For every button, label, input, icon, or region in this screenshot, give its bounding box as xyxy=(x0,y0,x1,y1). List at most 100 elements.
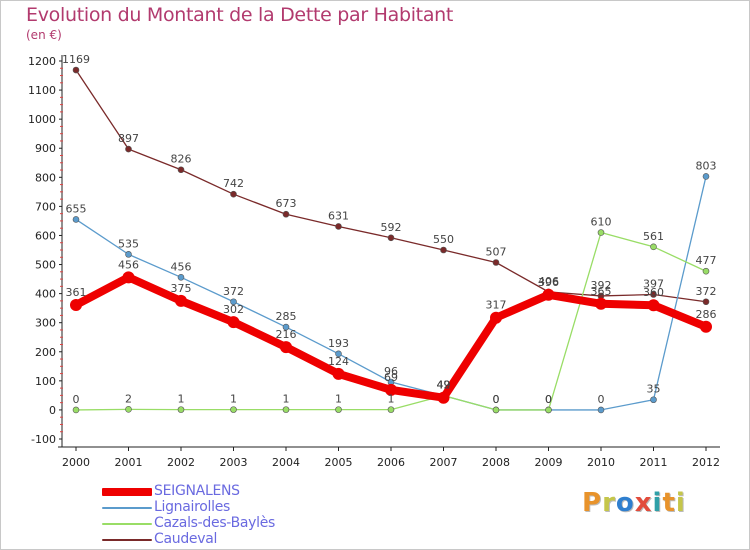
data-label: 392 xyxy=(591,279,612,292)
data-label: 0 xyxy=(493,393,500,406)
series-point xyxy=(230,190,237,198)
legend-swatch xyxy=(102,523,152,525)
data-label: 742 xyxy=(223,177,244,190)
data-label: 124 xyxy=(328,355,349,368)
chart-series xyxy=(70,66,712,414)
series-point xyxy=(70,298,82,311)
legend-label: SEIGNALENS xyxy=(154,483,240,499)
data-label: 0 xyxy=(598,393,605,406)
x-tick-label: 2001 xyxy=(115,456,143,469)
data-label: 0 xyxy=(545,393,552,406)
data-label: 897 xyxy=(118,132,139,145)
data-label: 193 xyxy=(328,337,349,350)
series-point xyxy=(177,166,185,174)
data-label: 1 xyxy=(388,393,395,406)
x-tick-label: 2005 xyxy=(325,456,353,469)
x-tick-label: 2000 xyxy=(62,456,90,469)
x-tick-label: 2012 xyxy=(692,456,720,469)
series-point xyxy=(492,259,500,266)
data-label: 0 xyxy=(493,393,500,406)
data-label: 372 xyxy=(223,285,244,298)
data-label: 610 xyxy=(591,216,612,229)
series-point xyxy=(72,216,80,223)
series-point xyxy=(72,66,80,74)
series-point xyxy=(650,291,657,298)
data-label: 360 xyxy=(643,286,664,299)
series-point xyxy=(650,243,657,251)
x-tick-label: 2010 xyxy=(587,456,615,469)
series-point xyxy=(282,323,290,331)
series-point xyxy=(387,406,395,413)
legend-label: Caudeval xyxy=(154,531,218,547)
data-label: 655 xyxy=(66,202,87,215)
data-label: 550 xyxy=(433,233,454,246)
series-point xyxy=(125,145,132,153)
y-tick-label: 900 xyxy=(35,142,56,155)
legend-label: Cazals-des-Baylès xyxy=(154,515,276,531)
series-point xyxy=(385,383,397,396)
data-label: 1 xyxy=(335,393,342,406)
series-point xyxy=(175,294,187,307)
y-tick-label: 500 xyxy=(35,259,56,272)
data-label: 507 xyxy=(486,246,507,259)
data-label: 361 xyxy=(66,286,87,299)
data-label: 365 xyxy=(591,285,612,298)
x-tick-label: 2008 xyxy=(482,456,510,469)
data-label: 477 xyxy=(696,254,717,267)
y-tick-label: 600 xyxy=(35,229,56,242)
series-point xyxy=(335,223,342,230)
y-tick-label: 700 xyxy=(35,200,56,213)
chart-title: Evolution du Montant de la Dette par Hab… xyxy=(26,4,454,26)
logo-letter: P xyxy=(582,488,603,518)
series-point xyxy=(597,229,605,236)
series-point xyxy=(125,406,132,413)
y-tick-label: 200 xyxy=(35,346,56,359)
data-label: 456 xyxy=(118,258,139,271)
series-point xyxy=(542,288,555,301)
y-tick-label: 800 xyxy=(35,171,56,184)
data-label: 561 xyxy=(643,230,664,243)
data-label: 631 xyxy=(328,209,349,222)
data-label: 69 xyxy=(384,371,398,384)
logo-letter: r xyxy=(602,488,616,518)
data-label: 286 xyxy=(696,308,717,321)
logo-letter: o xyxy=(615,488,635,518)
y-tick-label: 0 xyxy=(49,404,56,417)
x-tick-label: 2011 xyxy=(640,456,668,469)
series-point xyxy=(125,251,132,258)
data-label: 1 xyxy=(230,393,237,406)
series-point xyxy=(702,298,710,306)
series-point xyxy=(647,299,660,312)
legend-label: Lignairolles xyxy=(154,499,231,515)
data-label: 673 xyxy=(276,197,297,210)
series-point xyxy=(387,234,395,242)
data-label: 49 xyxy=(437,379,451,392)
data-label: 216 xyxy=(276,328,297,341)
series-point xyxy=(332,367,345,380)
data-label: 302 xyxy=(223,303,244,316)
x-tick-label: 2002 xyxy=(167,456,195,469)
legend-swatch xyxy=(102,539,152,541)
data-label: 317 xyxy=(486,299,507,312)
series-point xyxy=(490,311,502,324)
series-point xyxy=(335,350,342,358)
x-tick-label: 2007 xyxy=(430,456,458,469)
data-label: 375 xyxy=(171,282,192,295)
data-label: 1 xyxy=(283,393,290,406)
data-label: 397 xyxy=(643,277,664,290)
data-label: 42 xyxy=(437,379,451,392)
series-point xyxy=(230,298,237,306)
data-label: 49 xyxy=(437,379,451,392)
x-tick-label: 2003 xyxy=(220,456,248,469)
series-point xyxy=(177,406,185,413)
data-label: 0 xyxy=(545,393,552,406)
data-label: 456 xyxy=(171,260,192,273)
y-tick-label: 100 xyxy=(35,375,56,388)
x-tick-label: 2006 xyxy=(377,456,405,469)
chart-subtitle: (en €) xyxy=(26,28,62,42)
data-label: 1 xyxy=(178,393,185,406)
data-label: 2 xyxy=(125,392,132,405)
series-point xyxy=(122,271,135,284)
series-point xyxy=(335,406,342,413)
